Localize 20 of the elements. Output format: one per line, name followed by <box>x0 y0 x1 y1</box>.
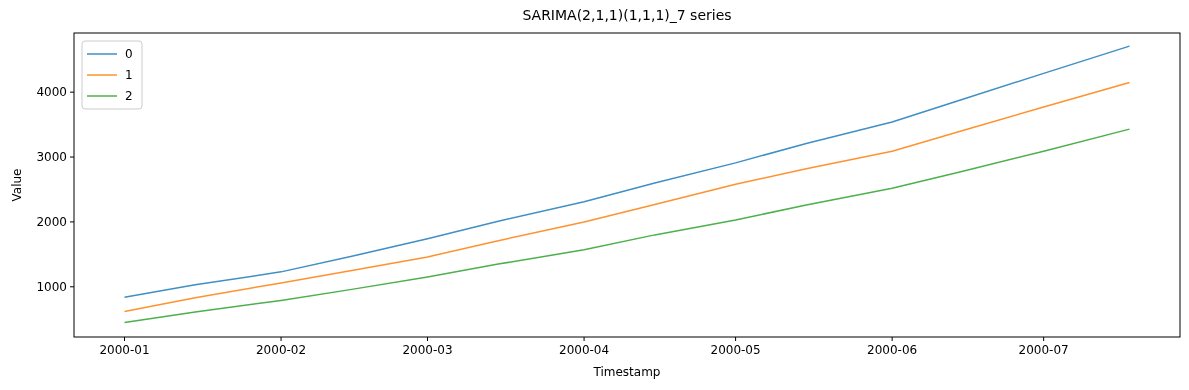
x-tick-label: 2000-05 <box>710 343 761 357</box>
x-tick-label: 2000-02 <box>255 343 307 357</box>
y-tick-label: 4000 <box>36 85 67 100</box>
line-series <box>123 45 1131 298</box>
chart-title: SARIMA(2,1,1)(1,1,1)_7 series <box>522 7 732 23</box>
legend-label: 2 <box>125 89 133 103</box>
y-axis-title: Value <box>10 168 24 202</box>
x-tick-label: 2000-04 <box>559 343 610 357</box>
legend-label: 0 <box>125 47 133 61</box>
x-axis-title: Timestamp <box>592 365 661 379</box>
x-tick-label: 2000-06 <box>867 343 918 357</box>
y-tick-label: 3000 <box>36 150 67 165</box>
x-tick-label: 2000-01 <box>99 343 150 357</box>
x-tick-label: 2000-03 <box>402 343 453 357</box>
x-tick-label: 2000-07 <box>1018 343 1069 357</box>
line-series <box>123 128 1131 324</box>
y-tick-label: 2000 <box>36 214 67 229</box>
legend-label: 1 <box>125 68 133 82</box>
y-tick-label: 1000 <box>36 279 67 294</box>
line-series <box>123 81 1131 313</box>
